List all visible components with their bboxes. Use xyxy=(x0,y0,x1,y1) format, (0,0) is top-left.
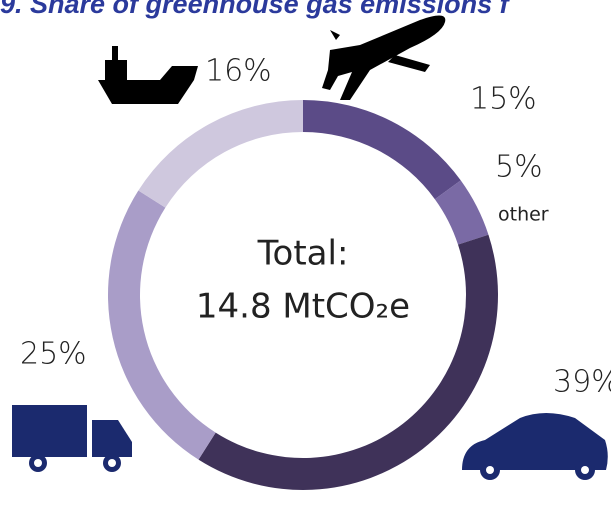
donut-segment xyxy=(138,99,303,208)
value-label: 15% xyxy=(470,82,537,117)
donut-segment xyxy=(108,190,216,460)
chart-title: 9. Share of greenhouse gas emissions f xyxy=(0,0,512,19)
value-label: 5% xyxy=(495,150,543,185)
donut-segment xyxy=(303,100,461,200)
truck-icon xyxy=(12,405,132,472)
value-label: 16% xyxy=(205,54,272,89)
value-label: 25% xyxy=(20,337,87,372)
center-label: 14.8 MtCO₂e xyxy=(196,287,410,327)
value-label: 39% xyxy=(553,365,611,400)
donut-segment xyxy=(434,180,489,245)
car-icon xyxy=(462,413,608,480)
plane-icon xyxy=(322,15,446,101)
donut-segment xyxy=(198,234,499,491)
ship-icon xyxy=(98,46,198,104)
center-label: Total: xyxy=(257,234,349,274)
category-label: other xyxy=(498,204,549,226)
